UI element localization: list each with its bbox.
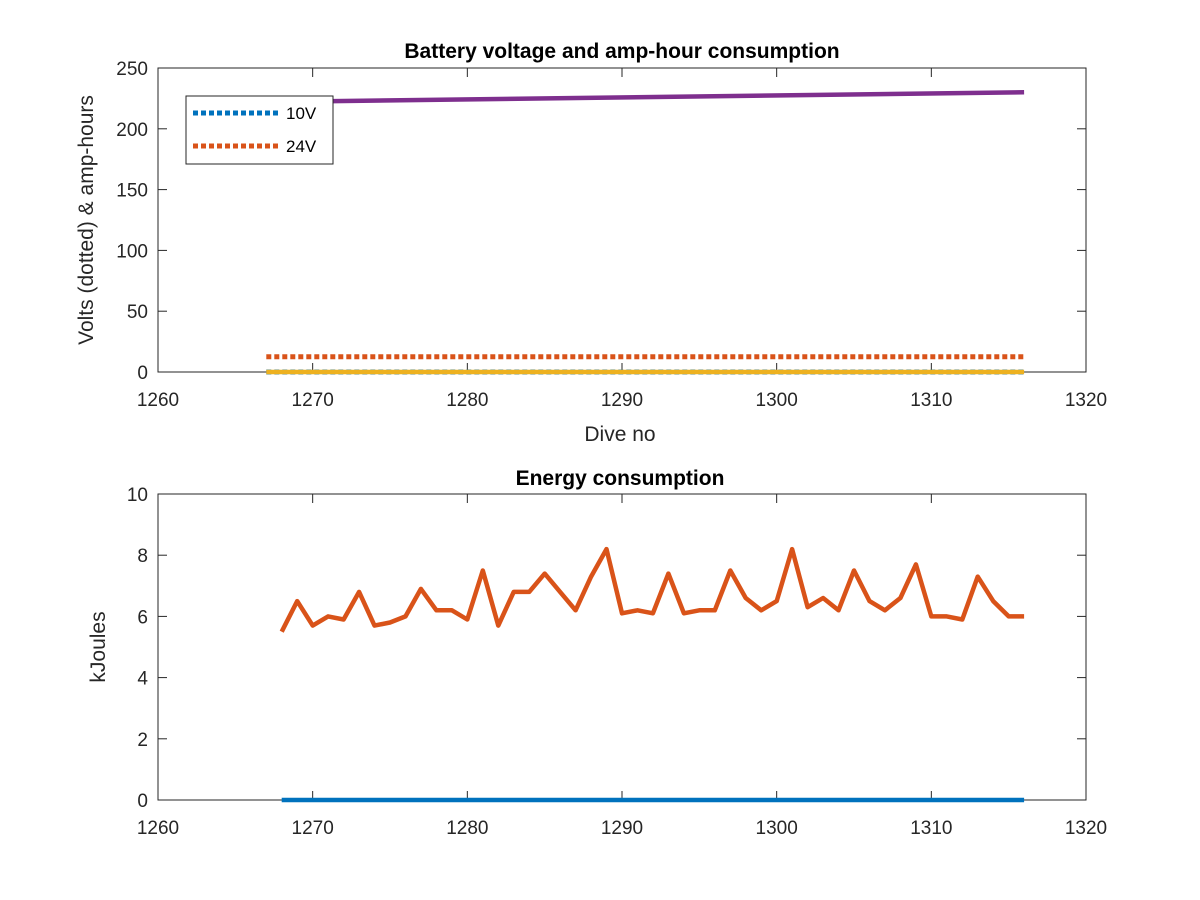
energy-series-line-s1: [279, 546, 1025, 633]
battery-y-axis-label: Volts (dotted) & amp-hours: [75, 95, 98, 345]
battery-series: [266, 90, 1025, 375]
battery-x-tick-label: 1290: [601, 390, 643, 411]
energy-series: [279, 546, 1025, 803]
battery-y-tick-label: 150: [116, 181, 148, 202]
energy-x-tick-label: 1310: [910, 818, 952, 839]
energy-x-tick-label: 1270: [292, 818, 334, 839]
energy-ticks: 1260 1270 1280 1290 1300 1310 1320 0 2 4 6 8 10: [127, 485, 1107, 839]
battery-x-axis-label: Dive no: [584, 423, 655, 446]
battery-y-tick-label: 0: [137, 363, 148, 384]
energy-y-tick-label: 8: [137, 546, 148, 567]
energy-y-tick-label: 0: [137, 791, 148, 812]
energy-x-tick-label: 1260: [137, 818, 179, 839]
battery-legend: 10V 24V: [185, 95, 334, 165]
energy-axes-box: [157, 493, 1087, 801]
energy-y-tick-label: 10: [127, 485, 148, 506]
battery-x-tick-label: 1300: [756, 390, 798, 411]
energy-y-tick-label: 6: [137, 607, 148, 628]
legend-label-10v: 10V: [286, 104, 317, 123]
energy-x-tick-label: 1280: [446, 818, 488, 839]
battery-series-line-s3: [266, 90, 1025, 105]
battery-ticks: 1260 1270 1280 1290 1300 1310 1320 0 50 100 150 200…: [116, 59, 1107, 411]
energy-x-tick-label: 1290: [601, 818, 643, 839]
energy-y-tick-label: 4: [137, 669, 148, 690]
battery-y-tick-label: 50: [127, 302, 148, 323]
energy-panel: Energy consumption kJoules 1260 1270 1280 1…: [87, 467, 1107, 839]
energy-x-tick-label: 1300: [756, 818, 798, 839]
energy-y-axis-label: kJoules: [87, 611, 110, 682]
battery-x-tick-label: 1320: [1065, 390, 1107, 411]
battery-chart-title: Battery voltage and amp-hour consumption: [404, 40, 839, 63]
battery-voltage-panel: Battery voltage and amp-hour consumption…: [75, 40, 1107, 446]
energy-chart-title: Energy consumption: [516, 467, 725, 490]
battery-x-tick-label: 1260: [137, 390, 179, 411]
battery-y-tick-label: 100: [116, 241, 148, 262]
energy-x-tick-label: 1320: [1065, 818, 1107, 839]
battery-x-tick-label: 1280: [446, 390, 488, 411]
energy-y-tick-label: 2: [137, 730, 148, 751]
legend-box: [185, 95, 334, 165]
battery-y-tick-label: 200: [116, 120, 148, 141]
battery-x-tick-label: 1310: [910, 390, 952, 411]
legend-label-24v: 24V: [286, 137, 317, 156]
battery-y-tick-label: 250: [116, 59, 148, 80]
battery-x-tick-label: 1270: [292, 390, 334, 411]
